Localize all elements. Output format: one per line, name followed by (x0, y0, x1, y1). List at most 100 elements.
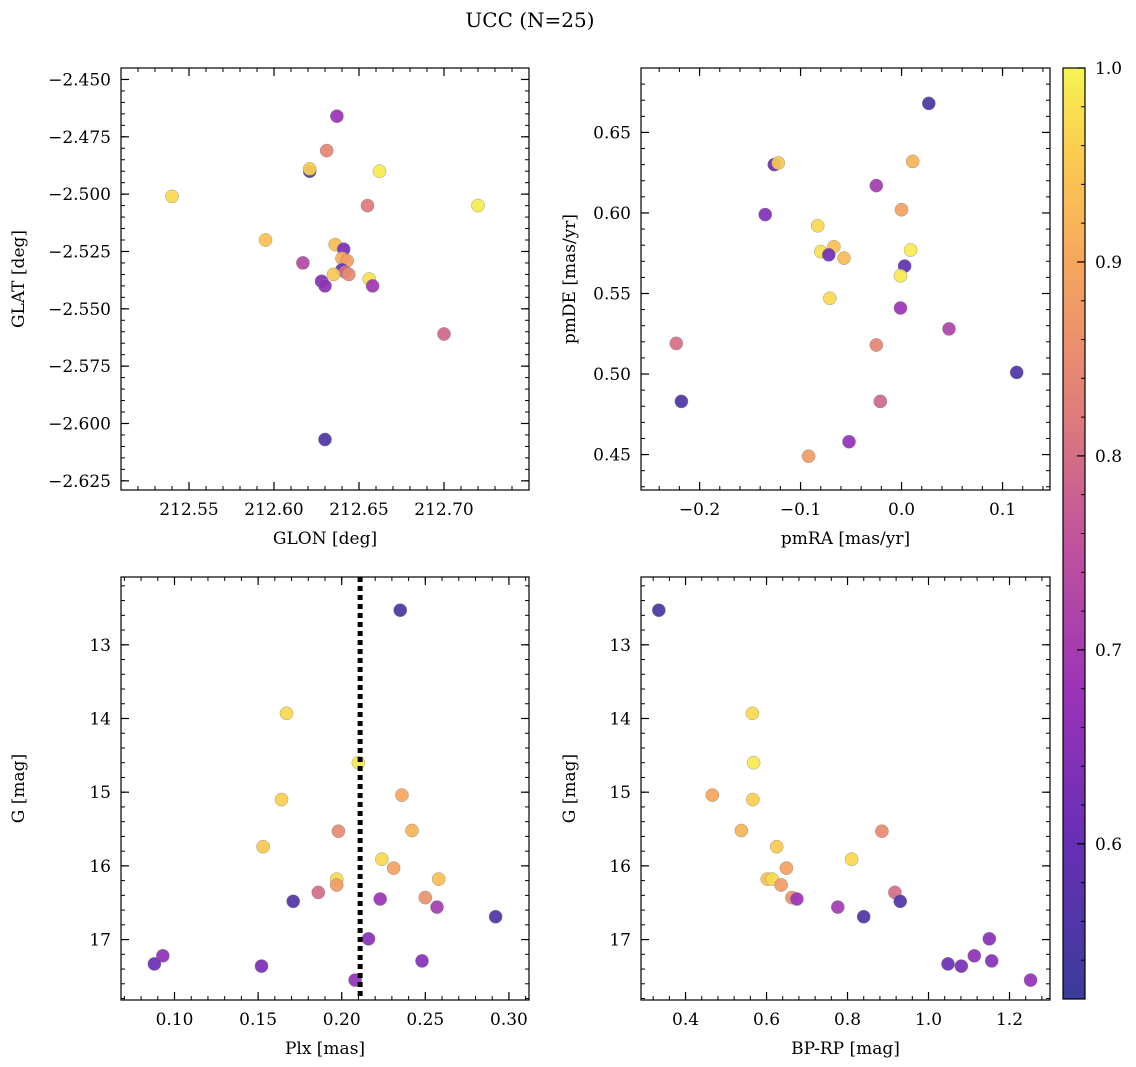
xtick-label-cmd-4: 1.2 (996, 1010, 1023, 1030)
ytick-label-sky-2: −2.500 (48, 185, 111, 205)
point-sky-17 (326, 267, 341, 282)
xtick-label-cmd-3: 1.0 (915, 1010, 942, 1030)
axes-frame-plx (120, 576, 530, 1001)
ytick-label-cmd-1: 14 (609, 709, 631, 729)
xtick-label-cmd-0: 0.4 (672, 1010, 699, 1030)
xtick-label-plx-0: 0.10 (156, 1010, 194, 1030)
point-cmd-7 (769, 839, 784, 854)
panel-sky: 212.55 212.60 212.65 212.70 −2.450 −2.475 −2.5… (9, 67, 530, 549)
ytick-label-sky-4: −2.550 (48, 300, 111, 320)
panel-cmd: 0.4 0.6 0.8 1.0 1.2 13 14 15 16 17 BP-RP [mag] G [m… (560, 576, 1051, 1059)
ytick-label-cmd-2: 15 (609, 783, 631, 803)
ticks-plx (121, 577, 529, 1000)
colorbar-tick-label-4: 1.0 (1095, 59, 1122, 79)
point-pm-5 (894, 202, 909, 217)
point-cmd-5 (734, 823, 749, 838)
point-sky-8 (258, 233, 273, 247)
point-plx-15 (373, 892, 388, 906)
point-cmd-9 (779, 861, 794, 875)
point-cmd-18 (856, 909, 871, 924)
point-cmd-12 (774, 878, 788, 892)
point-cmd-4 (705, 788, 720, 802)
point-pm-2 (771, 156, 786, 170)
axes-frame-pm (640, 67, 1051, 491)
point-plx-4 (395, 788, 409, 802)
point-cmd-24 (1023, 973, 1038, 987)
point-cmd-22 (984, 954, 999, 968)
ytick-label-sky-7: −2.625 (48, 472, 111, 492)
ticks-sky (121, 67, 530, 490)
ytick-label-cmd-0: 13 (609, 636, 631, 656)
point-cmd-23 (954, 959, 969, 973)
xtick-label-cmd-2: 0.8 (834, 1010, 861, 1030)
point-cmd-0 (652, 603, 666, 618)
point-cmd-15 (790, 892, 804, 906)
xtick-label-pm-3: 0.1 (989, 500, 1016, 520)
ytick-label-pm-0: 0.45 (593, 446, 631, 466)
axes-frame-cmd (640, 576, 1051, 1001)
colorbar-tick-label-3: 0.9 (1095, 253, 1122, 273)
point-plx-5 (331, 824, 346, 839)
xlabel-cmd: BP-RP [mag] (791, 1039, 900, 1059)
point-sky-22 (437, 327, 451, 341)
point-sky-20 (318, 279, 332, 293)
xtick-label-pm-0: −0.2 (679, 500, 720, 520)
point-pm-6 (758, 207, 773, 222)
point-cmd-2 (746, 755, 761, 770)
point-plx-12 (329, 878, 344, 892)
xtick-label-plx-2: 0.20 (323, 1010, 361, 1030)
points-pm (669, 96, 1024, 464)
point-pm-24 (801, 449, 816, 464)
point-sky-3 (302, 162, 317, 176)
ytick-label-sky-3: −2.525 (48, 242, 111, 262)
point-plx-18 (488, 909, 503, 924)
point-pm-3 (905, 154, 920, 169)
point-sky-16 (341, 267, 356, 282)
point-cmd-6 (875, 824, 889, 839)
ytick-label-plx-2: 15 (89, 783, 111, 803)
points-cmd (652, 603, 1038, 987)
ytick-label-cmd-4: 17 (609, 931, 631, 951)
point-plx-17 (430, 900, 444, 914)
point-pm-0 (922, 96, 936, 111)
ytick-label-sky-5: −2.575 (48, 357, 111, 377)
point-pm-21 (674, 394, 689, 409)
point-cmd-19 (982, 932, 997, 946)
point-sky-13 (296, 256, 310, 270)
ylabel-sky: GLAT [deg] (9, 230, 29, 328)
point-pm-4 (869, 178, 884, 193)
ytick-label-pm-3: 0.60 (593, 204, 631, 224)
point-plx-1 (279, 706, 294, 721)
point-plx-22 (415, 954, 429, 968)
xtick-label-sky-3: 212.70 (414, 500, 473, 520)
ylabel-pm: pmDE [mas/yr] (560, 214, 580, 344)
point-pm-20 (1009, 365, 1024, 380)
point-plx-8 (375, 852, 389, 867)
ytick-label-sky-0: −2.450 (48, 70, 111, 90)
point-cmd-20 (967, 949, 982, 963)
xtick-label-cmd-1: 0.6 (753, 1010, 780, 1030)
ytick-label-pm-2: 0.55 (593, 284, 631, 304)
point-plx-20 (155, 949, 170, 963)
ytick-label-sky-6: −2.600 (48, 414, 111, 434)
point-sky-5 (165, 189, 179, 204)
ytick-label-cmd-3: 16 (609, 857, 631, 877)
point-sky-0 (330, 109, 344, 123)
point-pm-12 (837, 251, 851, 265)
point-plx-6 (405, 823, 419, 838)
panels: 212.55 212.60 212.65 212.70 −2.450 −2.475 −2.5… (9, 67, 1051, 1059)
point-plx-16 (286, 894, 301, 909)
ytick-label-plx-3: 16 (89, 857, 111, 877)
ytick-label-plx-0: 13 (89, 636, 111, 656)
colorbar-tick-label-1: 0.7 (1095, 641, 1122, 661)
ytick-label-plx-1: 14 (89, 709, 111, 729)
point-cmd-17 (831, 900, 845, 914)
point-plx-0 (393, 603, 408, 618)
points-plx (147, 603, 503, 987)
point-plx-7 (256, 839, 270, 854)
point-plx-14 (418, 890, 433, 905)
point-pm-19 (869, 338, 884, 352)
xtick-label-plx-3: 0.25 (406, 1010, 444, 1030)
point-plx-19 (361, 932, 376, 946)
